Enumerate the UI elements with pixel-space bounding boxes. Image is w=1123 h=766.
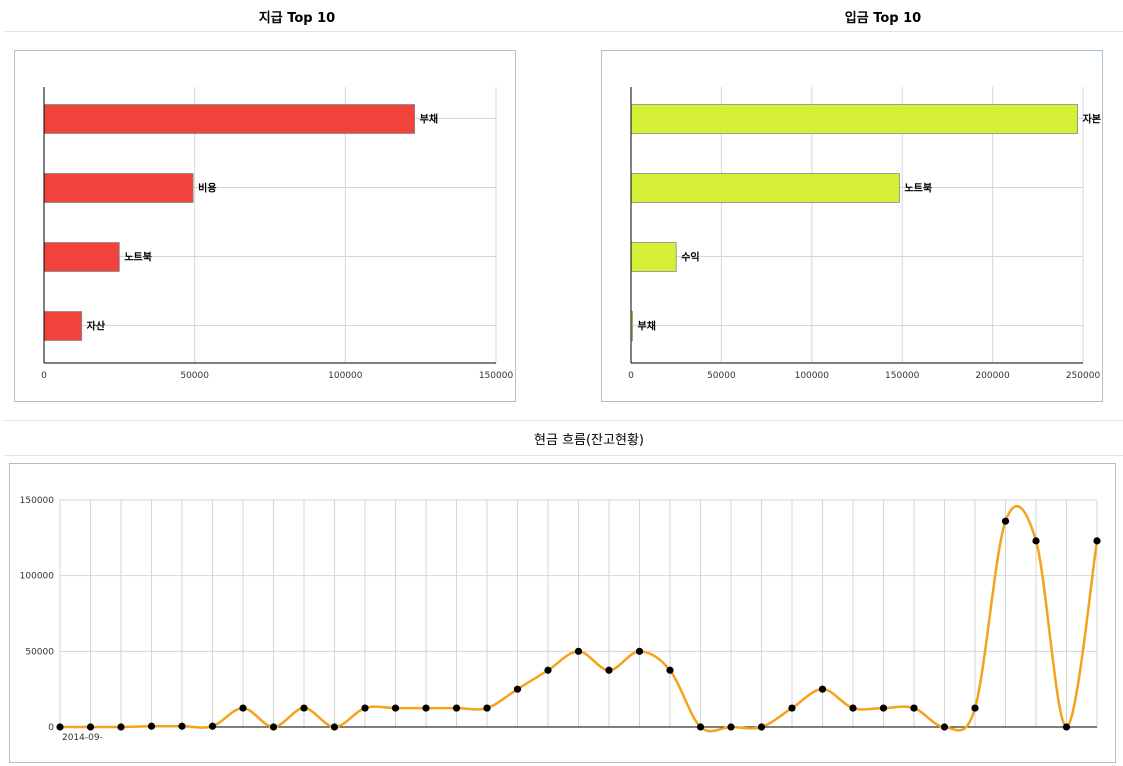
cash-data-point (178, 722, 186, 730)
cash-data-point (56, 723, 64, 731)
cash-y-tick-label: 150000 (20, 496, 55, 506)
cash-data-point (422, 704, 430, 712)
expense-chart-title: 지급 Top 10 (258, 11, 336, 26)
income-tick-label: 200000 (975, 371, 1010, 381)
expense-bar (43, 311, 83, 341)
cash-data-point (86, 723, 95, 731)
income-bar (630, 242, 677, 272)
cash-data-point (879, 704, 888, 712)
income-tick-label: 50000 (707, 371, 736, 381)
cash-data-point (330, 723, 339, 731)
cash-data-point (452, 704, 461, 712)
income-bar-label: 부채 (638, 320, 656, 333)
expense-bar-label: 부채 (420, 113, 438, 126)
income-tick-label: 100000 (795, 371, 830, 381)
cash-data-point (239, 704, 247, 712)
cash-data-point (300, 704, 308, 712)
cash-data-point (605, 666, 613, 674)
income-tick-label: 250000 (1066, 371, 1101, 381)
cash-data-point (513, 685, 522, 693)
cash-data-point (666, 666, 674, 674)
top-divider (4, 31, 1123, 32)
expense-tick-label: 50000 (180, 371, 209, 381)
cash-data-point (635, 647, 644, 655)
expense-bar (43, 242, 120, 272)
cash-data-point (391, 704, 400, 712)
cashflow-chart-title: 현금 흐름(잔고현황) (534, 433, 644, 448)
cash-data-point (910, 704, 918, 712)
cash-data-point (1062, 723, 1071, 731)
cash-data-point (1032, 537, 1040, 545)
cash-data-point (1093, 537, 1101, 545)
income-bar-label: 자본 (1083, 113, 1101, 126)
expense-bar (43, 104, 416, 134)
expense-tick-label: 100000 (328, 371, 363, 381)
cash-data-point (971, 704, 979, 712)
cashflow-title-divider (4, 455, 1123, 456)
cash-y-tick-label: 0 (48, 723, 54, 733)
cash-data-point (788, 704, 796, 712)
cash-data-point (574, 647, 583, 655)
cash-data-point (940, 723, 949, 731)
cash-data-point (727, 723, 735, 731)
cash-data-point (269, 723, 278, 731)
expense-bar-label: 자산 (87, 320, 106, 333)
income-tick-label: 150000 (885, 371, 920, 381)
income-chart-title: 입금 Top 10 (844, 11, 922, 26)
expense-tick-label: 150000 (479, 371, 514, 381)
middle-divider (4, 420, 1123, 421)
cash-data-point (757, 723, 766, 731)
income-bar (630, 173, 900, 203)
cash-y-tick-label: 50000 (25, 647, 54, 657)
cash-data-point (818, 685, 827, 693)
cash-data-point (696, 723, 705, 731)
expense-tick-label: 0 (41, 371, 47, 381)
cashflow-chart-panel: 0 50000 100000 150000 2014-09- (9, 463, 1116, 763)
cash-data-point (544, 666, 552, 674)
cash-data-point (1001, 517, 1010, 525)
income-bar-label: 노트북 (904, 183, 932, 195)
expense-bar (43, 173, 194, 203)
income-bar (630, 104, 1078, 134)
cash-data-point (483, 704, 491, 712)
income-tick-label: 0 (628, 371, 634, 381)
cash-x-tick-label: 2014-09- (62, 733, 103, 743)
cashflow-line-chart: 0 50000 100000 150000 2014-09- (20, 496, 1101, 743)
expense-bar-label: 비용 (198, 182, 216, 195)
cash-y-tick-label: 100000 (20, 572, 55, 582)
expense-bar-label: 노트북 (124, 252, 152, 264)
cash-data-point (147, 722, 156, 730)
cash-data-point (208, 722, 217, 730)
cash-data-point (361, 704, 369, 712)
cash-data-point (117, 723, 125, 731)
cash-data-point (849, 704, 857, 712)
income-bar-label: 수익 (681, 252, 699, 264)
